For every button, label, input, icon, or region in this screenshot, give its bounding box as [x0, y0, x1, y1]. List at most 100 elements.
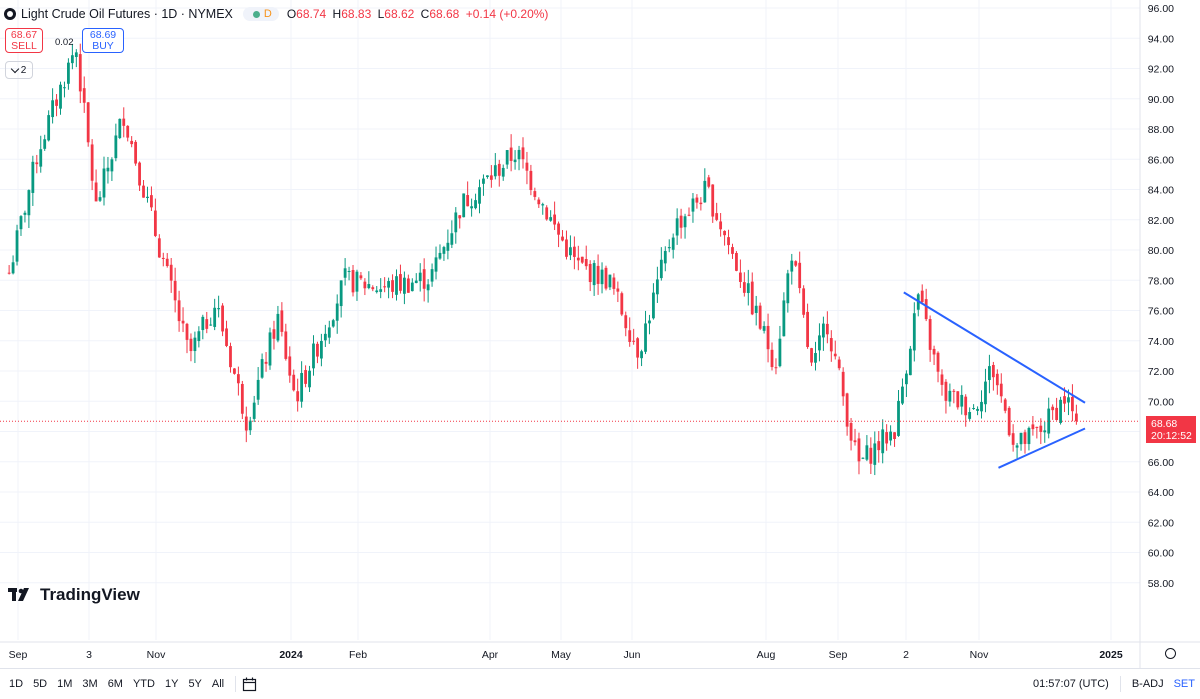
range-all-button[interactable]: All: [211, 678, 225, 690]
x-tick-label: Nov: [147, 649, 166, 661]
candle-body: [928, 319, 932, 350]
candle-body: [236, 374, 240, 384]
range-1y-button[interactable]: 1Y: [164, 678, 179, 690]
candle-body: [980, 401, 983, 412]
y-tick-label: 64.00: [1148, 487, 1174, 499]
candle-body: [489, 175, 493, 180]
candle-body: [655, 279, 659, 295]
candle-body: [632, 340, 636, 342]
range-ytd-button[interactable]: YTD: [132, 678, 155, 690]
candle-body: [272, 329, 276, 339]
ohlc-high-key: H: [332, 7, 342, 21]
range-5d-button[interactable]: 5D: [33, 678, 48, 690]
candle-body: [782, 300, 786, 337]
candle-body: [533, 191, 537, 197]
ohlc-close-value: 68.68: [429, 7, 460, 21]
candle-body: [845, 393, 849, 427]
sell-button[interactable]: 68.67 SELL: [5, 28, 43, 53]
candle-body: [240, 383, 244, 414]
candle-body: [181, 320, 185, 324]
ohlc-low-key: L: [377, 7, 385, 21]
candle-body: [213, 307, 217, 327]
candle-body: [217, 308, 221, 310]
candle-body: [580, 256, 584, 263]
candle-body: [1055, 407, 1059, 421]
candle-body: [762, 326, 766, 331]
candle-body: [936, 352, 940, 372]
candle-body: [1063, 396, 1066, 404]
candle-body: [339, 280, 343, 307]
candle-body: [624, 315, 628, 329]
last-price-tag: 68.68 20:12:52: [1146, 416, 1196, 443]
trendline-lower: [998, 427, 1086, 469]
candle-body: [205, 319, 209, 329]
brand-name: TradingView: [40, 585, 140, 604]
candle-body: [406, 278, 410, 293]
candle-body: [679, 215, 683, 228]
candle-body: [802, 288, 806, 315]
candle-body: [865, 445, 869, 460]
back-adjust-button[interactable]: B-ADJ: [1131, 678, 1164, 690]
candle-body: [201, 316, 205, 331]
candle-body: [968, 412, 972, 419]
candle-body: [644, 323, 647, 352]
indicators-toggle-button[interactable]: 2: [5, 61, 33, 79]
candle-body: [742, 282, 746, 293]
candle-body: [430, 269, 434, 282]
candle-body: [23, 212, 27, 215]
candle-body: [134, 141, 138, 164]
candle-body: [529, 170, 533, 191]
x-tick-label: Apr: [482, 649, 499, 661]
candle-body: [98, 197, 102, 201]
candle-body: [984, 381, 987, 405]
range-6m-button[interactable]: 6M: [107, 678, 123, 690]
candle-body: [1074, 413, 1078, 422]
market-status-badge[interactable]: D: [242, 7, 279, 21]
candle-body: [31, 161, 35, 193]
candle-body: [1015, 445, 1019, 448]
candle-body: [584, 259, 588, 267]
candle-body: [7, 272, 11, 274]
candle-body: [521, 147, 525, 160]
range-3m-button[interactable]: 3M: [82, 678, 98, 690]
candle-body: [173, 280, 177, 301]
calendar-range-icon[interactable]: [242, 677, 258, 692]
candle-body: [995, 373, 999, 386]
candle-body: [252, 402, 256, 419]
candle-body: [264, 361, 268, 364]
candle-body: [335, 303, 339, 321]
candle-body: [964, 396, 968, 416]
candle-body: [78, 54, 82, 92]
tradingview-logo[interactable]: TradingView: [8, 585, 140, 605]
clock-time[interactable]: 01:57:07 (UTC): [1033, 678, 1109, 690]
y-tick-label: 60.00: [1148, 548, 1174, 560]
candle-body: [256, 379, 260, 400]
candle-body: [177, 300, 181, 322]
candle-body: [110, 159, 114, 172]
gear-icon[interactable]: [1165, 648, 1176, 659]
candle-body: [972, 407, 976, 409]
candle-body: [750, 281, 754, 315]
candle-body: [770, 349, 774, 368]
candle-body: [142, 185, 145, 198]
price-chart[interactable]: 96.00 94.00 92.00 90.00 88.00 86.00 84.00 82.00…: [0, 0, 1200, 668]
settlement-button[interactable]: SET: [1173, 678, 1195, 690]
candle-body: [276, 313, 280, 341]
candle-body: [1043, 430, 1047, 433]
candle-body: [818, 335, 821, 351]
candle-body: [169, 264, 173, 281]
candle-body: [422, 269, 426, 289]
symbol-title[interactable]: Light Crude Oil Futures · 1D · NYMEX: [21, 7, 233, 21]
range-1m-button[interactable]: 1M: [57, 678, 73, 690]
buy-price: 68.69: [89, 29, 117, 41]
range-5y-button[interactable]: 5Y: [188, 678, 202, 690]
candle-body: [940, 374, 944, 385]
candle-body: [351, 270, 355, 293]
data-type-badge: D: [263, 8, 272, 20]
range-1d-button[interactable]: 1D: [9, 678, 24, 690]
candle-body: [383, 286, 387, 288]
candle-body: [774, 367, 778, 369]
buy-button[interactable]: 68.69 BUY: [82, 28, 124, 53]
candle-body: [347, 271, 351, 273]
candle-body: [458, 215, 462, 219]
